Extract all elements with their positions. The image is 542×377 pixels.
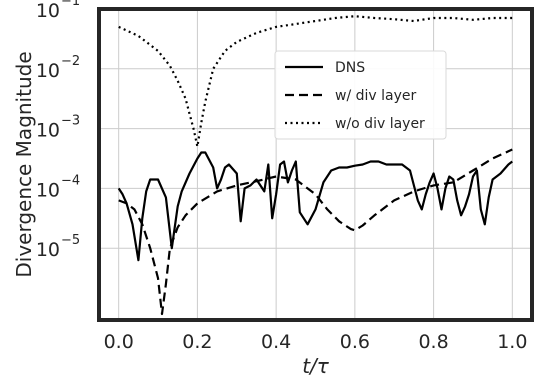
legend-entry-label: w/o div layer [335, 116, 425, 132]
legend-box [274, 50, 447, 140]
x-tick-label: 0.6 [340, 331, 370, 353]
x-tick-label: 1.0 [497, 331, 527, 353]
axes: 0.0 0.2 0.4 0.6 0.8 1.010−510−410−310−210 −1t/… [12, 0, 534, 377]
y-tick-exponent: −5 [61, 233, 80, 248]
y-tick-exponent: −4 [61, 173, 80, 188]
y-tick-exponent: −3 [61, 114, 80, 129]
legend-entry-label: w/ div layer [335, 88, 416, 104]
legend: DNS w/ div layer w/o div layer [274, 50, 447, 140]
x-tick-label: 0.8 [418, 331, 448, 353]
y-tick-label: 10 [36, 60, 60, 82]
x-tick-label: 0.0 [104, 331, 134, 353]
series-lines [117, 15, 513, 316]
y-tick-exponent: −2 [61, 54, 80, 69]
axes-frame [97, 7, 534, 322]
y-axis-label: Divergence Magnitude [12, 51, 36, 277]
series-line-dashed [118, 148, 513, 316]
y-tick-label: 10 [36, 239, 60, 261]
x-tick-label: 0.4 [261, 331, 291, 353]
y-tick-label: 10 [36, 120, 60, 142]
legend-entry-label: DNS [335, 60, 365, 76]
series-line-solid [117, 151, 513, 262]
series-line-dotted [118, 15, 513, 148]
y-tick-label: 10 [36, 179, 60, 201]
y-tick-label: 10 [36, 0, 60, 22]
x-tick-label: 0.2 [182, 331, 212, 353]
y-tick-exponent: −1 [61, 0, 80, 9]
x-axis-label: t/τ [302, 354, 330, 377]
